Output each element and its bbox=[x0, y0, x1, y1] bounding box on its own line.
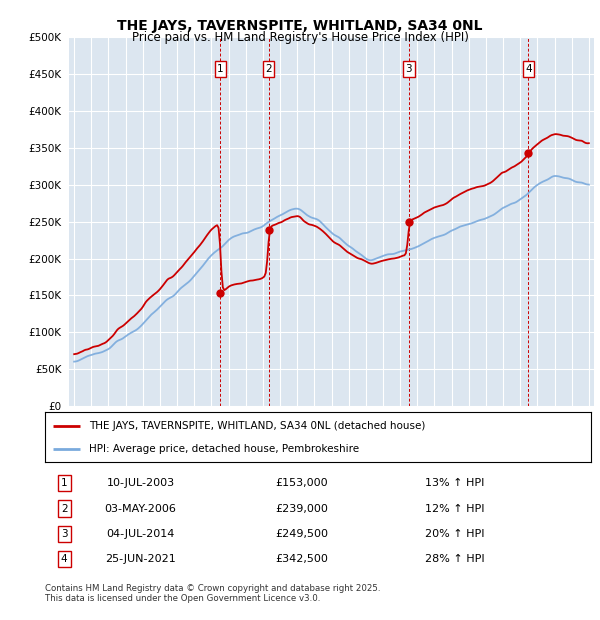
Text: £239,000: £239,000 bbox=[275, 503, 328, 513]
Text: THE JAYS, TAVERNSPITE, WHITLAND, SA34 0NL: THE JAYS, TAVERNSPITE, WHITLAND, SA34 0N… bbox=[117, 19, 483, 33]
Text: 4: 4 bbox=[61, 554, 67, 564]
Text: £153,000: £153,000 bbox=[275, 479, 328, 489]
Text: 20% ↑ HPI: 20% ↑ HPI bbox=[425, 529, 484, 539]
Text: 03-MAY-2006: 03-MAY-2006 bbox=[104, 503, 176, 513]
Text: 4: 4 bbox=[525, 64, 532, 74]
Text: 25-JUN-2021: 25-JUN-2021 bbox=[105, 554, 176, 564]
Text: 2: 2 bbox=[265, 64, 272, 74]
Text: 1: 1 bbox=[217, 64, 224, 74]
Text: 13% ↑ HPI: 13% ↑ HPI bbox=[425, 479, 484, 489]
Text: 28% ↑ HPI: 28% ↑ HPI bbox=[425, 554, 484, 564]
Text: Price paid vs. HM Land Registry's House Price Index (HPI): Price paid vs. HM Land Registry's House … bbox=[131, 31, 469, 44]
Text: 3: 3 bbox=[406, 64, 412, 74]
Text: HPI: Average price, detached house, Pembrokeshire: HPI: Average price, detached house, Pemb… bbox=[89, 443, 359, 453]
Text: 10-JUL-2003: 10-JUL-2003 bbox=[106, 479, 175, 489]
Text: £249,500: £249,500 bbox=[275, 529, 328, 539]
Text: THE JAYS, TAVERNSPITE, WHITLAND, SA34 0NL (detached house): THE JAYS, TAVERNSPITE, WHITLAND, SA34 0N… bbox=[89, 421, 425, 431]
Text: 3: 3 bbox=[61, 529, 67, 539]
Text: 1: 1 bbox=[61, 479, 67, 489]
Text: Contains HM Land Registry data © Crown copyright and database right 2025.
This d: Contains HM Land Registry data © Crown c… bbox=[45, 584, 380, 603]
Text: 2: 2 bbox=[61, 503, 67, 513]
Text: 04-JUL-2014: 04-JUL-2014 bbox=[106, 529, 175, 539]
Text: 12% ↑ HPI: 12% ↑ HPI bbox=[425, 503, 484, 513]
Text: £342,500: £342,500 bbox=[275, 554, 328, 564]
